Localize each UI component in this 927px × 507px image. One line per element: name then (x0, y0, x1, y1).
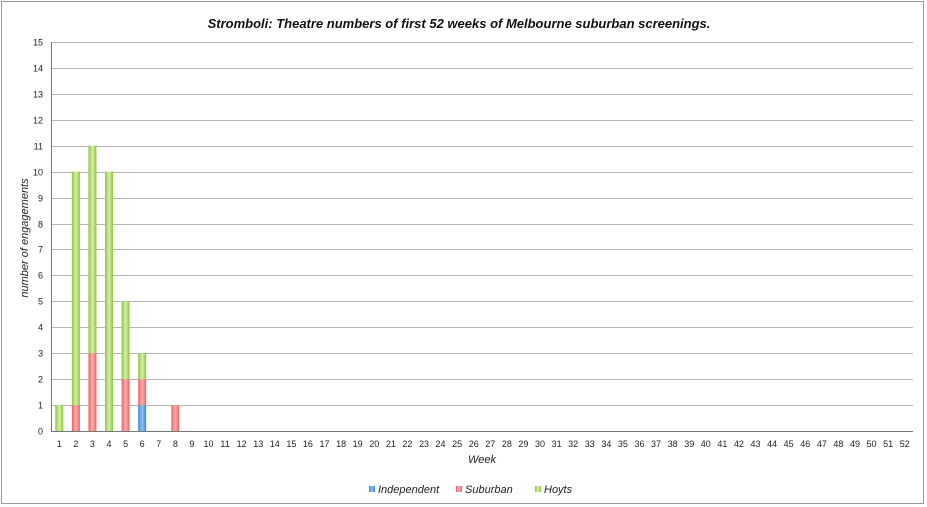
bar-segment-independent (138, 405, 147, 431)
x-tick-label: 34 (601, 439, 611, 449)
x-tick-label: 27 (485, 439, 495, 449)
x-tick-label: 46 (800, 439, 810, 449)
x-tick-label: 42 (734, 439, 744, 449)
bar-segment-hoyts (88, 145, 97, 354)
x-tick-label: 50 (867, 439, 877, 449)
x-tick-label: 51 (883, 439, 893, 449)
bar-segment-hoyts (121, 301, 130, 380)
y-tick-label: 12 (33, 116, 43, 126)
x-tick-label: 41 (717, 439, 727, 449)
x-tick-label: 16 (303, 439, 313, 449)
y-tick-label: 4 (38, 323, 43, 333)
y-tick-label: 14 (33, 64, 43, 74)
y-tick-label: 0 (38, 427, 43, 437)
x-tick-label: 31 (552, 439, 562, 449)
x-tick-label: 26 (469, 439, 479, 449)
x-tick-label: 33 (585, 439, 595, 449)
x-tick-label: 10 (203, 439, 213, 449)
legend-swatch-independent (369, 486, 375, 492)
x-tick-label: 48 (833, 439, 843, 449)
bar-segment-suburban (138, 379, 147, 406)
x-tick-label: 20 (369, 439, 379, 449)
x-tick-label: 21 (386, 439, 396, 449)
x-tick-label: 35 (618, 439, 628, 449)
x-tick-label: 12 (237, 439, 247, 449)
y-tick-label: 10 (33, 168, 43, 178)
x-tick-label: 23 (419, 439, 429, 449)
x-tick-label: 13 (253, 439, 263, 449)
y-tick-label: 7 (38, 245, 43, 255)
legend-label-suburban: Suburban (465, 484, 513, 496)
x-tick-label: 28 (502, 439, 512, 449)
bar-segment-suburban (71, 405, 80, 431)
x-tick-label: 3 (90, 439, 95, 449)
x-tick-label: 36 (634, 439, 644, 449)
y-tick-label: 3 (38, 349, 43, 359)
x-tick-label: 18 (336, 439, 346, 449)
x-tick-label: 37 (651, 439, 661, 449)
x-tick-label: 25 (452, 439, 462, 449)
x-tick-label: 14 (270, 439, 280, 449)
x-axis-label: Week (468, 454, 496, 466)
x-tick-label: 15 (286, 439, 296, 449)
y-tick-label: 2 (38, 375, 43, 385)
x-tick-label: 2 (73, 439, 78, 449)
bars (55, 145, 180, 431)
bar-segment-hoyts (105, 171, 114, 431)
x-tick-label: 49 (850, 439, 860, 449)
bar-segment-suburban (121, 379, 130, 431)
y-tick-label: 13 (33, 90, 43, 100)
y-tick-label: 11 (34, 142, 43, 152)
bar-segment-hoyts (55, 405, 64, 431)
grid-lines (51, 42, 913, 432)
x-tick-label: 17 (320, 439, 330, 449)
legend: Independent Suburban Hoyts (369, 484, 573, 496)
x-tick-label: 38 (668, 439, 678, 449)
x-tick-label: 11 (220, 439, 229, 449)
y-tick-label: 1 (38, 401, 43, 411)
x-tick-label: 52 (900, 439, 910, 449)
bar-segment-hoyts (138, 353, 147, 380)
legend-label-independent: Independent (378, 484, 440, 496)
x-tick-label: 4 (107, 439, 112, 449)
y-tick-label: 6 (38, 271, 43, 281)
x-tick-label: 9 (189, 439, 194, 449)
chart-title: Stromboli: Theatre numbers of first 52 w… (208, 16, 711, 31)
legend-label-hoyts: Hoyts (544, 484, 573, 496)
x-tick-label: 40 (701, 439, 711, 449)
y-tick-label: 5 (38, 297, 43, 307)
x-tick-label: 24 (436, 439, 446, 449)
bar-segment-suburban (171, 405, 180, 431)
x-tick-label: 7 (156, 439, 161, 449)
x-tick-label: 5 (123, 439, 128, 449)
x-tick-label: 6 (140, 439, 145, 449)
x-tick-label: 32 (568, 439, 578, 449)
x-tick-label: 30 (535, 439, 545, 449)
legend-swatch-suburban (456, 486, 462, 492)
y-tick-label: 15 (33, 38, 43, 48)
bar-segment-suburban (88, 353, 97, 431)
x-tick-label: 43 (751, 439, 761, 449)
x-tick-label: 47 (817, 439, 827, 449)
x-tick-label: 39 (684, 439, 694, 449)
y-tick-label: 8 (38, 220, 43, 230)
x-tick-label: 19 (353, 439, 363, 449)
bar-segment-hoyts (71, 171, 80, 406)
legend-swatch-hoyts (535, 486, 541, 492)
x-tick-label: 8 (173, 439, 178, 449)
y-axis-label: number of engagements (19, 178, 31, 298)
x-tick-label: 1 (57, 439, 62, 449)
x-tick-label: 45 (784, 439, 794, 449)
x-tick-label: 22 (402, 439, 412, 449)
x-tick-labels: 1 2 3 4 5 6 7 8 9 10 11 12 13 14 15 16 17 18 19 20 21 22 23 24 2… (57, 439, 910, 449)
x-tick-label: 44 (767, 439, 777, 449)
y-tick-label: 9 (38, 194, 43, 204)
x-tick-label: 29 (518, 439, 528, 449)
